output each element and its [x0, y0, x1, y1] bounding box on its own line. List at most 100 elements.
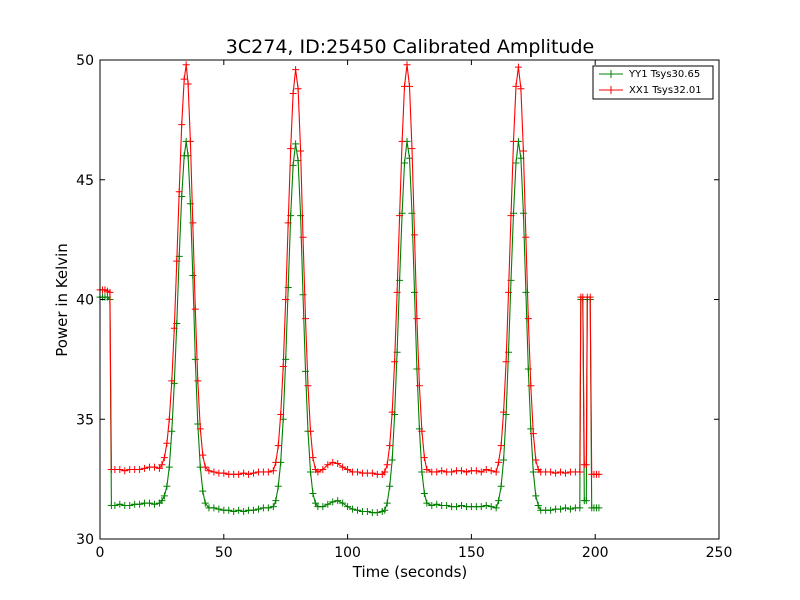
data-point	[160, 492, 168, 500]
data-point	[423, 499, 431, 507]
data-point	[339, 463, 347, 471]
data-point	[433, 500, 441, 508]
data-point	[324, 500, 332, 508]
data-point	[420, 489, 428, 497]
data-point	[297, 147, 305, 155]
data-point	[269, 467, 277, 475]
data-point	[287, 145, 295, 153]
data-point	[495, 497, 503, 505]
data-point	[168, 377, 176, 385]
data-point	[495, 458, 503, 466]
data-point	[121, 467, 129, 475]
data-point	[269, 503, 277, 511]
data-point	[576, 504, 584, 512]
data-point	[272, 458, 280, 466]
data-point	[383, 499, 391, 507]
data-point	[363, 507, 371, 515]
data-point	[299, 233, 307, 241]
data-point	[324, 461, 332, 469]
data-point	[210, 468, 218, 476]
data-point	[165, 415, 173, 423]
data-point	[408, 145, 416, 153]
data-point	[586, 293, 594, 301]
data-point	[415, 382, 423, 390]
data-point	[274, 442, 282, 450]
data-point	[383, 461, 391, 469]
data-point	[524, 315, 532, 323]
data-point	[194, 377, 202, 385]
data-point	[292, 140, 300, 148]
data-point	[433, 468, 441, 476]
data-point	[168, 427, 176, 435]
data-point	[289, 161, 297, 169]
x-tick-label: 200	[582, 545, 609, 561]
data-point	[210, 504, 218, 512]
data-point	[155, 464, 163, 472]
data-point	[388, 408, 396, 416]
data-point	[401, 159, 409, 167]
data-point	[279, 363, 287, 371]
data-point	[410, 231, 418, 239]
data-point	[529, 430, 537, 438]
data-point	[406, 82, 413, 90]
data-point	[519, 147, 527, 155]
y-tick-label: 40	[76, 293, 94, 309]
y-axis-title: Power in Kelvin	[53, 243, 71, 357]
series-line	[100, 141, 599, 514]
data-point	[428, 501, 436, 509]
data-point	[398, 137, 406, 145]
data-point	[482, 466, 490, 474]
legend-marker-yy1	[607, 70, 615, 78]
data-point	[240, 469, 248, 477]
data-point	[527, 382, 535, 390]
axis-layer: 0 50 100 150 200 250 30 35 40 45 50	[76, 53, 732, 561]
data-point	[386, 482, 394, 490]
x-tick-label: 50	[215, 545, 233, 561]
y-tick-label: 30	[76, 532, 94, 548]
data-point	[339, 499, 347, 507]
data-point	[393, 288, 401, 296]
data-point	[184, 80, 192, 88]
data-point	[381, 468, 389, 476]
data-point	[111, 501, 119, 509]
data-point	[292, 66, 300, 74]
data-point	[512, 159, 520, 167]
data-point	[507, 212, 515, 220]
data-point	[576, 468, 584, 476]
data-point	[547, 506, 555, 514]
data-point	[205, 467, 213, 475]
data-point	[158, 461, 166, 469]
data-point	[349, 505, 357, 513]
data-point	[410, 288, 418, 296]
data-point	[235, 470, 243, 478]
data-point	[561, 504, 569, 512]
data-point	[512, 82, 520, 90]
data-point	[502, 358, 510, 366]
x-tick-label: 250	[706, 545, 733, 561]
data-point	[492, 504, 500, 512]
data-point	[294, 85, 302, 93]
data-point	[311, 499, 319, 507]
data-point	[314, 468, 322, 476]
data-point	[309, 454, 317, 462]
data-point	[272, 497, 280, 505]
legend-label-yy1: YY1 Tsys30.65	[628, 69, 700, 80]
data-point	[368, 469, 376, 477]
data-point	[388, 456, 396, 464]
data-point	[477, 503, 485, 511]
data-point	[250, 506, 258, 514]
data-point	[240, 507, 248, 515]
data-point	[254, 505, 262, 513]
data-point	[126, 501, 134, 509]
data-point	[443, 501, 451, 509]
data-point	[173, 257, 181, 265]
data-point	[215, 505, 223, 513]
data-point	[116, 500, 124, 508]
y-tick-label: 50	[76, 53, 94, 69]
data-point	[532, 492, 540, 500]
data-point	[453, 503, 461, 511]
data-point	[334, 460, 342, 468]
data-point	[191, 305, 199, 313]
data-point	[319, 503, 327, 511]
